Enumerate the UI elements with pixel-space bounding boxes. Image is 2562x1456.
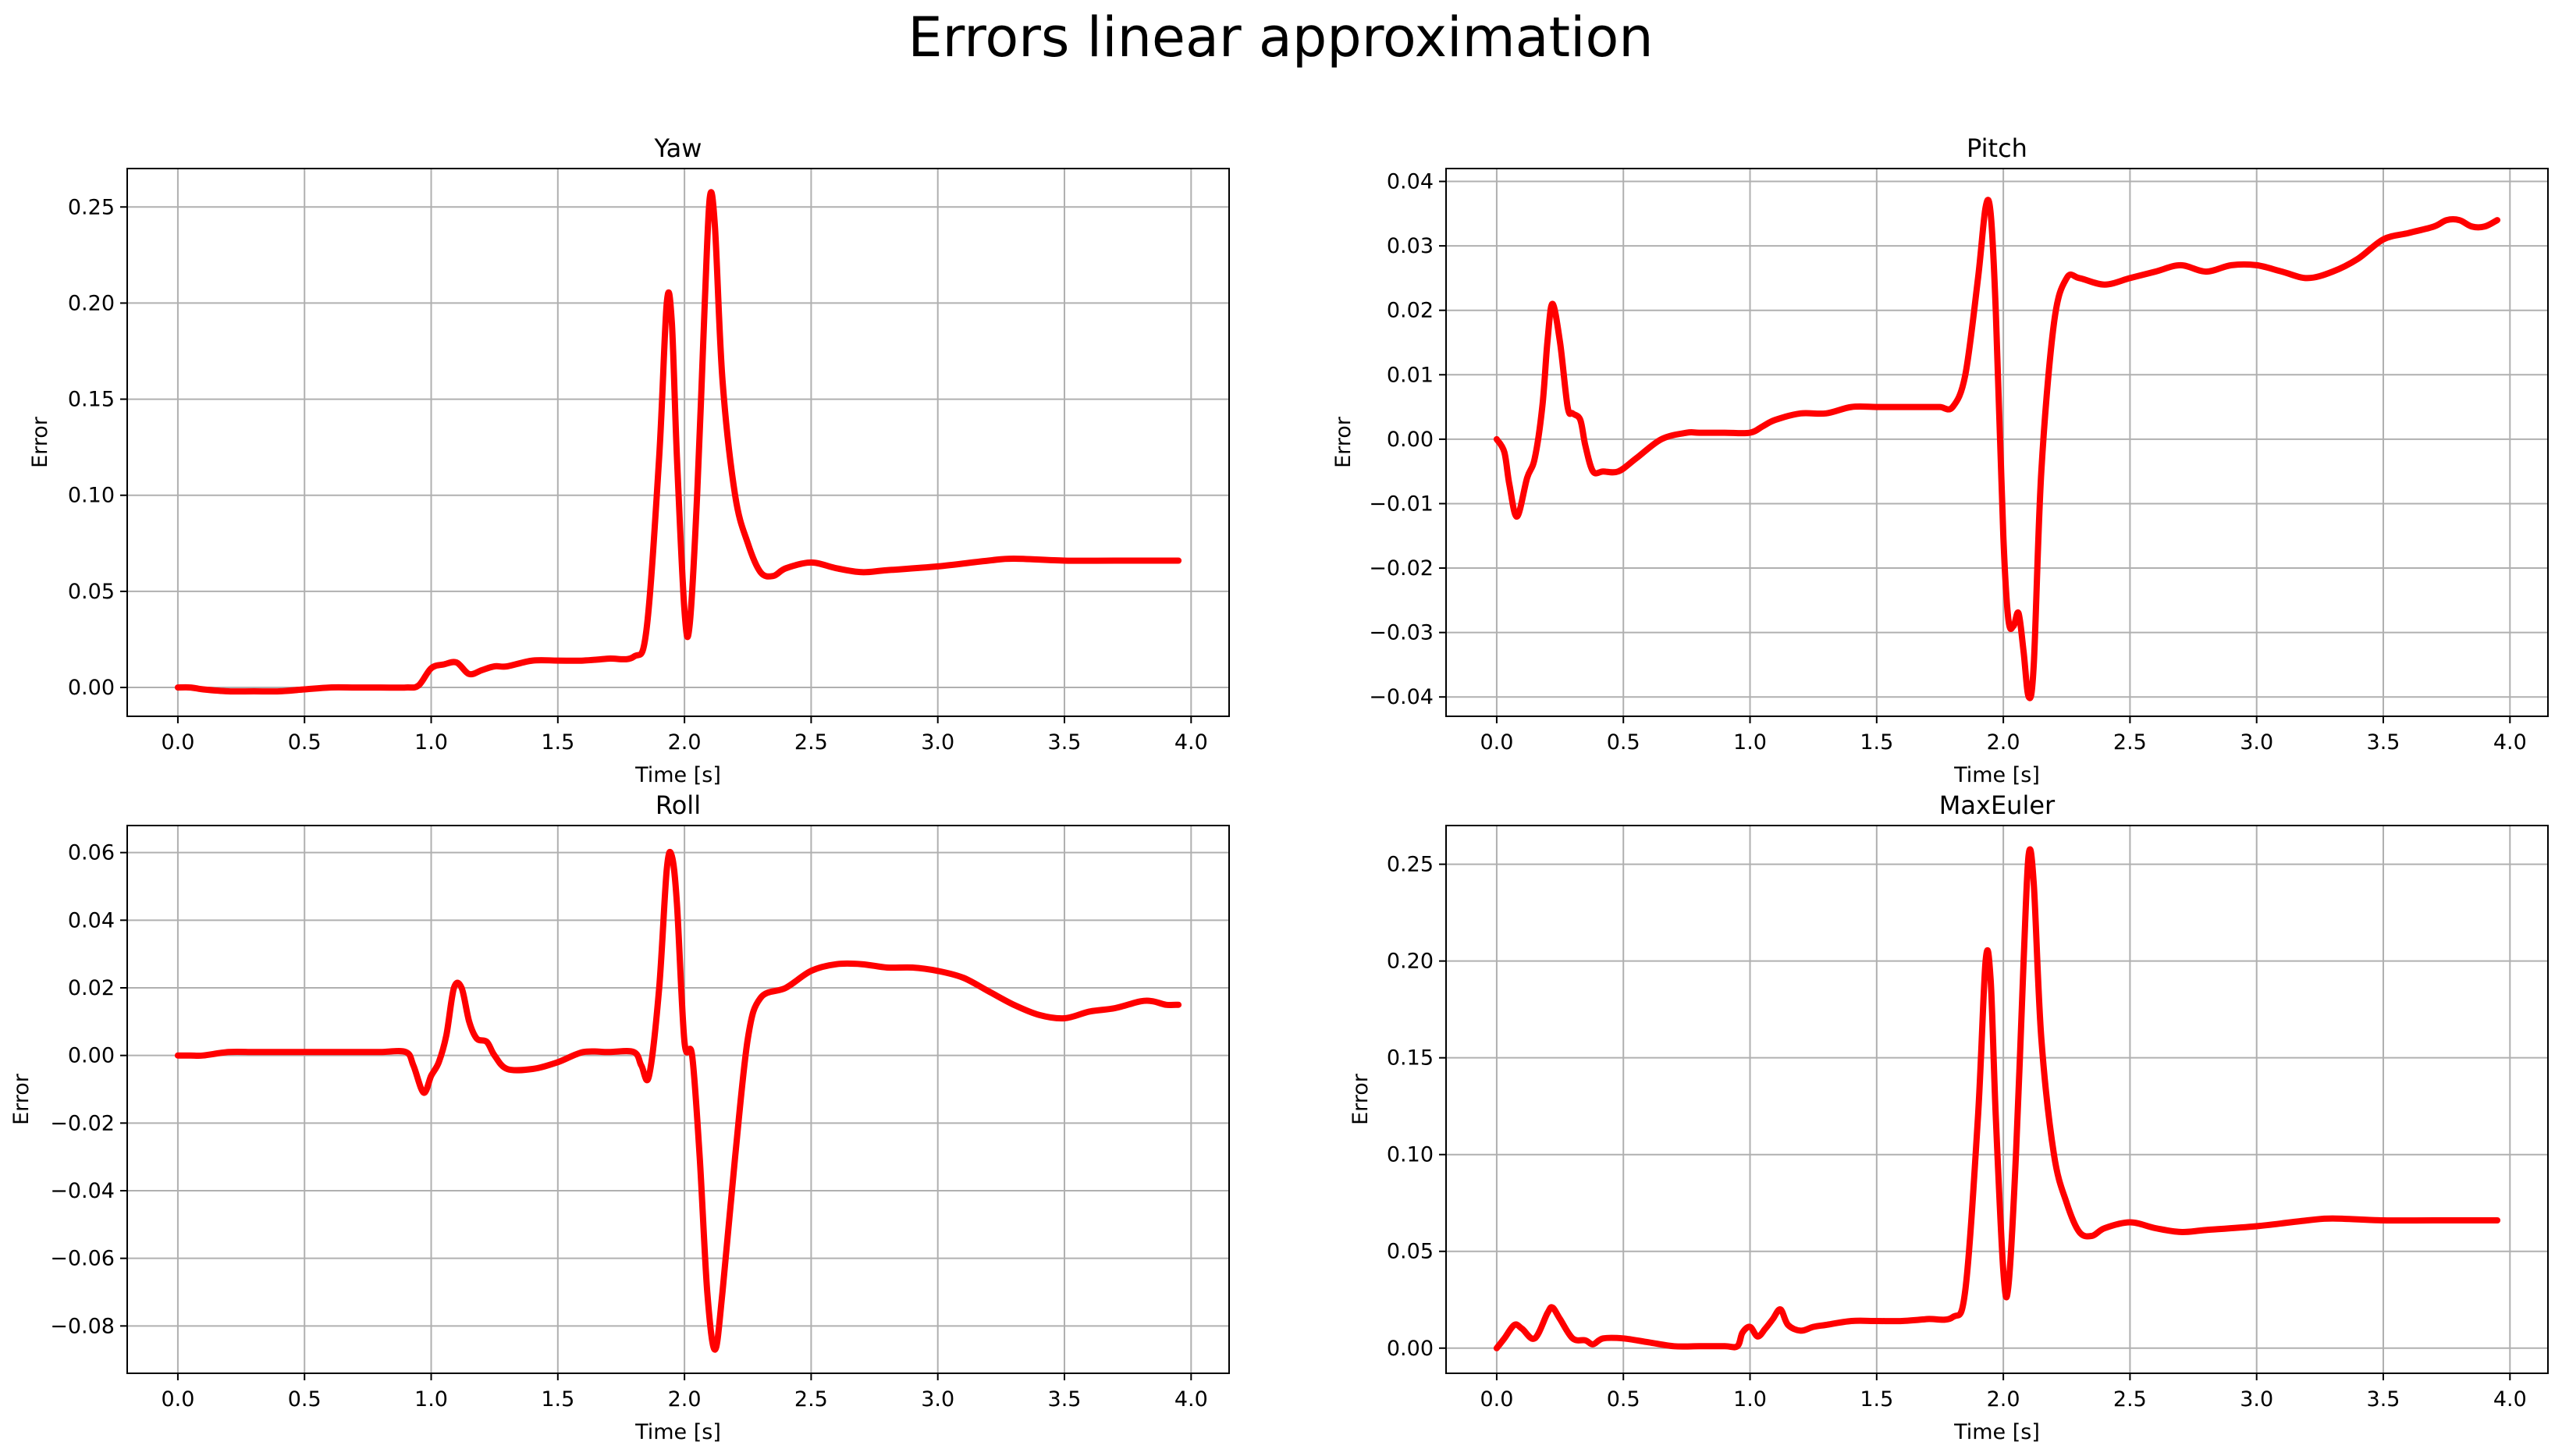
x-tick-label: 4.0 [2493, 1387, 2527, 1412]
y-tick-label: 0.00 [68, 676, 115, 700]
y-tick-label: −0.03 [1369, 621, 1434, 645]
x-tick-label: 1.5 [1860, 730, 1893, 755]
subplot-grid: 0.0 0.5 1.0 1.5 2.0 2.5 3.0 3.5 4.0 0.00 0.05 0.10 0… [9, 133, 2549, 1444]
x-tick-label: 0.0 [161, 730, 194, 755]
y-tick-label: 0.10 [68, 484, 115, 508]
roll-x-axis-label: Time [s] [634, 1420, 721, 1444]
y-tick-label: 0.01 [1387, 363, 1434, 387]
x-tick-label: 0.0 [161, 1387, 194, 1412]
y-tick-label: 0.06 [68, 841, 115, 865]
pitch-axes-frame [1445, 168, 2549, 717]
y-tick-label: −0.02 [1369, 556, 1434, 581]
y-tick-label: −0.02 [50, 1111, 115, 1135]
x-tick-label: 0.5 [1607, 730, 1640, 755]
x-tick-label: 1.5 [1860, 1387, 1893, 1412]
x-tick-label: 1.0 [414, 730, 448, 755]
maxeuler-x-axis-label: Time [s] [1953, 1420, 2040, 1444]
pitch-error-line [1493, 197, 2501, 701]
y-tick-label: −0.08 [50, 1314, 115, 1338]
y-tick-label: 0.25 [1387, 853, 1434, 877]
y-tick-label: 0.00 [1387, 428, 1434, 452]
roll-y-axis-label: Error [9, 1073, 34, 1125]
pitch-y-axis-label: Error [1331, 416, 1356, 468]
x-tick-label: 1.0 [1733, 1387, 1767, 1412]
subplot-yaw: 0.0 0.5 1.0 1.5 2.0 2.5 3.0 3.5 4.0 0.00 0.05 0.10 0… [28, 133, 1230, 787]
y-tick-label: −0.01 [1369, 492, 1434, 516]
x-tick-label: 0.5 [1607, 1387, 1640, 1412]
roll-subplot-title: Roll [656, 790, 701, 820]
y-tick-label: 0.20 [68, 291, 115, 315]
x-tick-label: 2.0 [1987, 1387, 2020, 1412]
x-tick-label: 2.5 [2113, 1387, 2147, 1412]
y-tick-label: 0.00 [1387, 1337, 1434, 1361]
y-tick-label: −0.06 [50, 1247, 115, 1271]
x-tick-label: 4.0 [1174, 730, 1208, 755]
yaw-axes-frame [126, 168, 1230, 717]
x-tick-label: 1.5 [541, 730, 574, 755]
x-tick-label: 3.5 [2367, 1387, 2400, 1412]
y-tick-label: 0.05 [1387, 1240, 1434, 1264]
x-tick-label: 3.5 [1048, 730, 1082, 755]
yaw-x-axis-label: Time [s] [634, 763, 721, 787]
figure-title: Errors linear approximation [908, 5, 1653, 69]
x-tick-label: 4.0 [1174, 1387, 1208, 1412]
roll-error-line [174, 848, 1182, 1353]
y-tick-label: 0.04 [68, 908, 115, 932]
yaw-y-axis-label: Error [28, 416, 52, 468]
x-tick-label: 3.0 [2240, 1387, 2273, 1412]
subplot-maxeuler: 0.0 0.5 1.0 1.5 2.0 2.5 3.0 3.5 4.0 0.00 0.05 0.10 0… [1349, 790, 2549, 1444]
maxeuler-axes-frame [1445, 825, 2549, 1374]
x-tick-label: 0.5 [288, 1387, 322, 1412]
x-tick-label: 2.5 [2113, 730, 2147, 755]
x-tick-label: 1.5 [541, 1387, 574, 1412]
x-tick-label: 0.0 [1480, 730, 1513, 755]
y-tick-label: 0.00 [68, 1044, 115, 1068]
y-tick-label: 0.20 [1387, 950, 1434, 974]
y-tick-label: 0.02 [1387, 299, 1434, 323]
maxeuler-subplot-title: MaxEuler [1939, 790, 2056, 820]
pitch-x-axis-label: Time [s] [1953, 763, 2040, 787]
y-tick-label: 0.05 [68, 580, 115, 604]
y-tick-label: −0.04 [1369, 685, 1434, 709]
x-tick-label: 3.5 [1048, 1387, 1082, 1412]
x-tick-label: 2.0 [668, 730, 702, 755]
pitch-subplot-title: Pitch [1967, 133, 2027, 163]
x-tick-label: 1.0 [414, 1387, 448, 1412]
x-tick-label: 0.0 [1480, 1387, 1513, 1412]
maxeuler-y-axis-label: Error [1349, 1073, 1373, 1125]
x-tick-label: 3.5 [2367, 730, 2400, 755]
subplot-roll: 0.0 0.5 1.0 1.5 2.0 2.5 3.0 3.5 4.0 −0.08 −0.06 −0.… [9, 790, 1230, 1444]
y-tick-label: 0.02 [68, 976, 115, 1000]
yaw-subplot-title: Yaw [654, 133, 702, 163]
roll-axes-frame [126, 825, 1230, 1374]
y-tick-label: 0.03 [1387, 234, 1434, 258]
y-tick-label: 0.04 [1387, 170, 1434, 194]
x-tick-label: 4.0 [2493, 730, 2527, 755]
x-tick-label: 2.0 [668, 1387, 702, 1412]
y-tick-label: −0.04 [50, 1179, 115, 1203]
x-tick-label: 2.0 [1987, 730, 2020, 755]
maxeuler-error-line [1493, 846, 2501, 1351]
y-tick-label: 0.25 [68, 195, 115, 219]
x-tick-label: 3.0 [921, 730, 954, 755]
yaw-error-line [174, 189, 1182, 695]
y-tick-label: 0.15 [1387, 1046, 1434, 1071]
x-tick-label: 3.0 [2240, 730, 2273, 755]
x-tick-label: 1.0 [1733, 730, 1767, 755]
x-tick-label: 2.5 [794, 1387, 828, 1412]
x-tick-label: 0.5 [288, 730, 322, 755]
y-tick-label: 0.15 [68, 388, 115, 412]
x-tick-label: 2.5 [794, 730, 828, 755]
y-tick-label: 0.10 [1387, 1143, 1434, 1167]
x-tick-label: 3.0 [921, 1387, 954, 1412]
subplot-pitch: 0.0 0.5 1.0 1.5 2.0 2.5 3.0 3.5 4.0 −0.04 −0.03 −0.… [1331, 133, 2549, 787]
